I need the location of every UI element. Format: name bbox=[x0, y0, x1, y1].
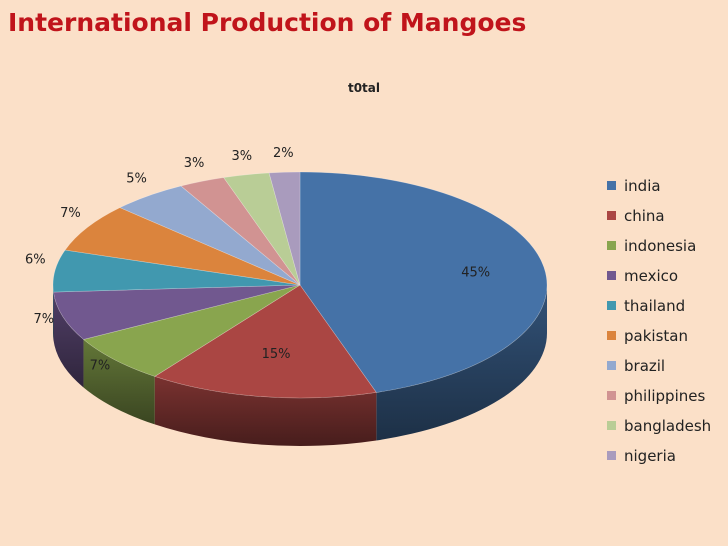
slide-title: International Production of Mangoes bbox=[8, 8, 527, 37]
pie-slice-india bbox=[299, 171, 548, 393]
pie-side-india bbox=[376, 285, 547, 441]
legend-label-india: india bbox=[624, 177, 661, 195]
data-label-china: 15% bbox=[262, 347, 291, 362]
data-label-brazil: 5% bbox=[126, 172, 147, 187]
legend-swatch-brazil bbox=[607, 361, 616, 370]
chart-subtitle: t0tal bbox=[348, 81, 380, 95]
pie-slice-philippines bbox=[180, 177, 301, 286]
legend-label-thailand: thailand bbox=[624, 297, 685, 315]
data-label-pakistan: 7% bbox=[60, 206, 81, 221]
legend-swatch-india bbox=[607, 181, 616, 190]
data-label-indonesia: 7% bbox=[90, 359, 111, 374]
pie-slice-bangladesh bbox=[223, 172, 301, 286]
pie-slice-brazil bbox=[119, 185, 301, 286]
pie-tops bbox=[52, 171, 548, 399]
legend-swatch-bangladesh bbox=[607, 421, 616, 430]
pie-side-indonesia bbox=[83, 339, 155, 425]
data-label-thailand: 6% bbox=[25, 253, 46, 268]
pie-side-mexico bbox=[53, 292, 84, 388]
data-label-india: 45% bbox=[461, 265, 490, 280]
pie-slice-mexico bbox=[53, 284, 301, 340]
pie-slice-china bbox=[154, 284, 377, 399]
pie-side-china bbox=[154, 376, 377, 446]
legend: india china indonesia mexico thailand pakista… bbox=[607, 177, 711, 465]
pie-slice-indonesia bbox=[82, 284, 301, 377]
legend-swatch-mexico bbox=[607, 271, 616, 280]
pie-labels: 45% 15% 7% 7% 6% 7% 5% 3% 3% 2% bbox=[25, 146, 490, 374]
legend-label-mexico: mexico bbox=[624, 267, 678, 285]
legend-label-indonesia: indonesia bbox=[624, 237, 696, 255]
legend-swatch-china bbox=[607, 211, 616, 220]
data-label-mexico: 7% bbox=[34, 312, 55, 327]
legend-swatch-indonesia bbox=[607, 241, 616, 250]
legend-label-china: china bbox=[624, 207, 665, 225]
legend-label-pakistan: pakistan bbox=[624, 327, 688, 345]
legend-swatch-philippines bbox=[607, 391, 616, 400]
pie-sides bbox=[53, 285, 547, 446]
legend-label-philippines: philippines bbox=[624, 387, 705, 405]
pie-slice-thailand bbox=[52, 249, 301, 293]
pie-slice-pakistan bbox=[64, 207, 301, 286]
pie-slice-nigeria bbox=[268, 171, 301, 286]
legend-label-nigeria: nigeria bbox=[624, 447, 676, 465]
legend-label-bangladesh: bangladesh bbox=[624, 417, 711, 435]
legend-swatch-pakistan bbox=[607, 331, 616, 340]
data-label-bangladesh: 3% bbox=[231, 149, 252, 164]
legend-swatch-nigeria bbox=[607, 451, 616, 460]
legend-swatch-thailand bbox=[607, 301, 616, 310]
data-label-philippines: 3% bbox=[184, 156, 205, 171]
data-label-nigeria: 2% bbox=[273, 146, 294, 161]
legend-label-brazil: brazil bbox=[624, 357, 665, 375]
